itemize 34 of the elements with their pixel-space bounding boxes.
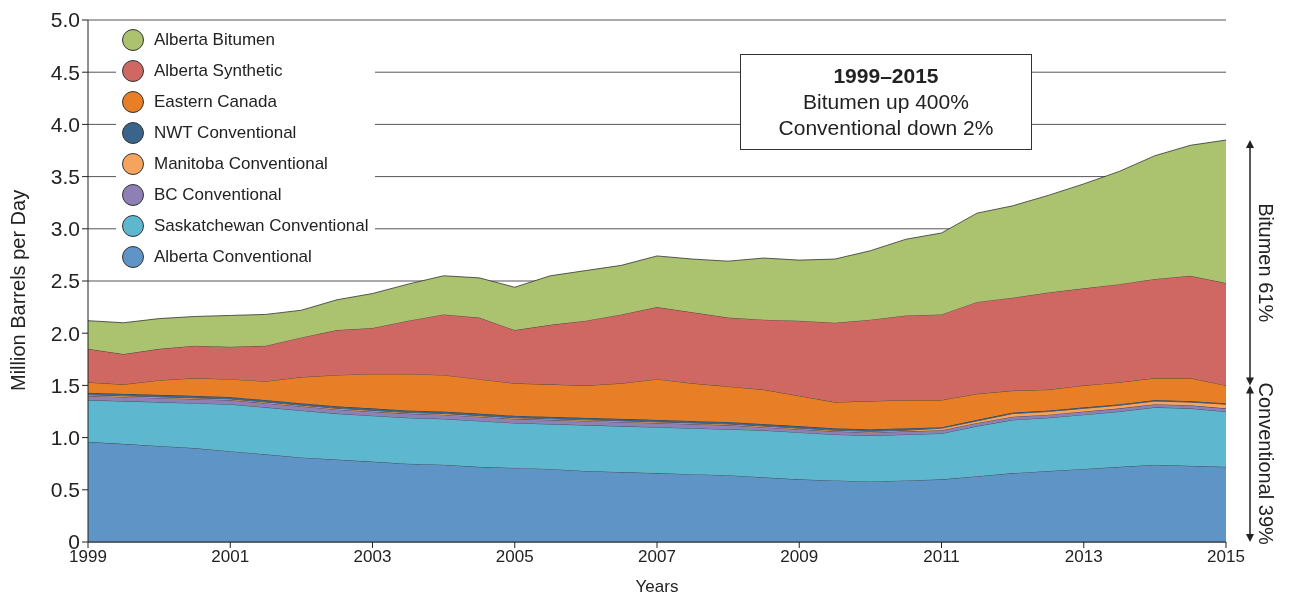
x-tick-label: 2015: [1207, 547, 1245, 567]
annotation: 1999–2015: [832, 63, 940, 89]
x-tick-label: 2005: [495, 547, 534, 567]
x-tick-label: 2009: [780, 547, 819, 567]
legend-label: Alberta Synthetic: [154, 60, 283, 81]
x-tick-label: 2001: [211, 547, 250, 567]
y-tick-label: 3.5: [50, 165, 80, 189]
y-tick-label: 0.5: [50, 478, 80, 502]
x-axis-title: Years: [635, 577, 679, 596]
legend-label: NWT Conventional: [154, 122, 297, 143]
legend-label: Eastern Canada: [154, 91, 277, 112]
text: Bitumen 61%: [1254, 203, 1277, 323]
legend-label: Alberta Conventional: [154, 246, 312, 267]
annotation: Bitumen up 400%: [802, 89, 970, 115]
y-tick-label: 1.5: [50, 373, 80, 397]
y-tick-label: 1.0: [50, 426, 80, 450]
x-tick-label: 2013: [1064, 547, 1103, 567]
legend-label: Alberta Bitumen: [154, 29, 275, 50]
y-tick-label: 4.5: [50, 60, 80, 84]
note-box: 1999–2015 Bitumen up 400% Conventional down 2%: [740, 54, 1032, 150]
y-tick-label: 2.5: [50, 269, 80, 293]
text: Conventional 39%: [1254, 382, 1277, 546]
y-tick-label: 2.0: [50, 321, 80, 345]
x-tick-label: 2011: [923, 547, 960, 567]
x-tick-label: 2007: [638, 547, 676, 567]
y-tick-label: 5.0: [50, 8, 80, 32]
legend-label: Manitoba Conventional: [154, 153, 328, 174]
y-tick-label: 3.0: [50, 217, 80, 241]
y-axis-title: Million Barrels per Day: [7, 189, 30, 391]
x-tick-label: 2003: [353, 547, 392, 567]
y-tick-label: 4.0: [50, 112, 80, 136]
annotation: Conventional down 2%: [777, 115, 995, 141]
legend-label: BC Conventional: [154, 184, 282, 205]
legend-label: Saskatchewan Conventional: [154, 215, 369, 236]
